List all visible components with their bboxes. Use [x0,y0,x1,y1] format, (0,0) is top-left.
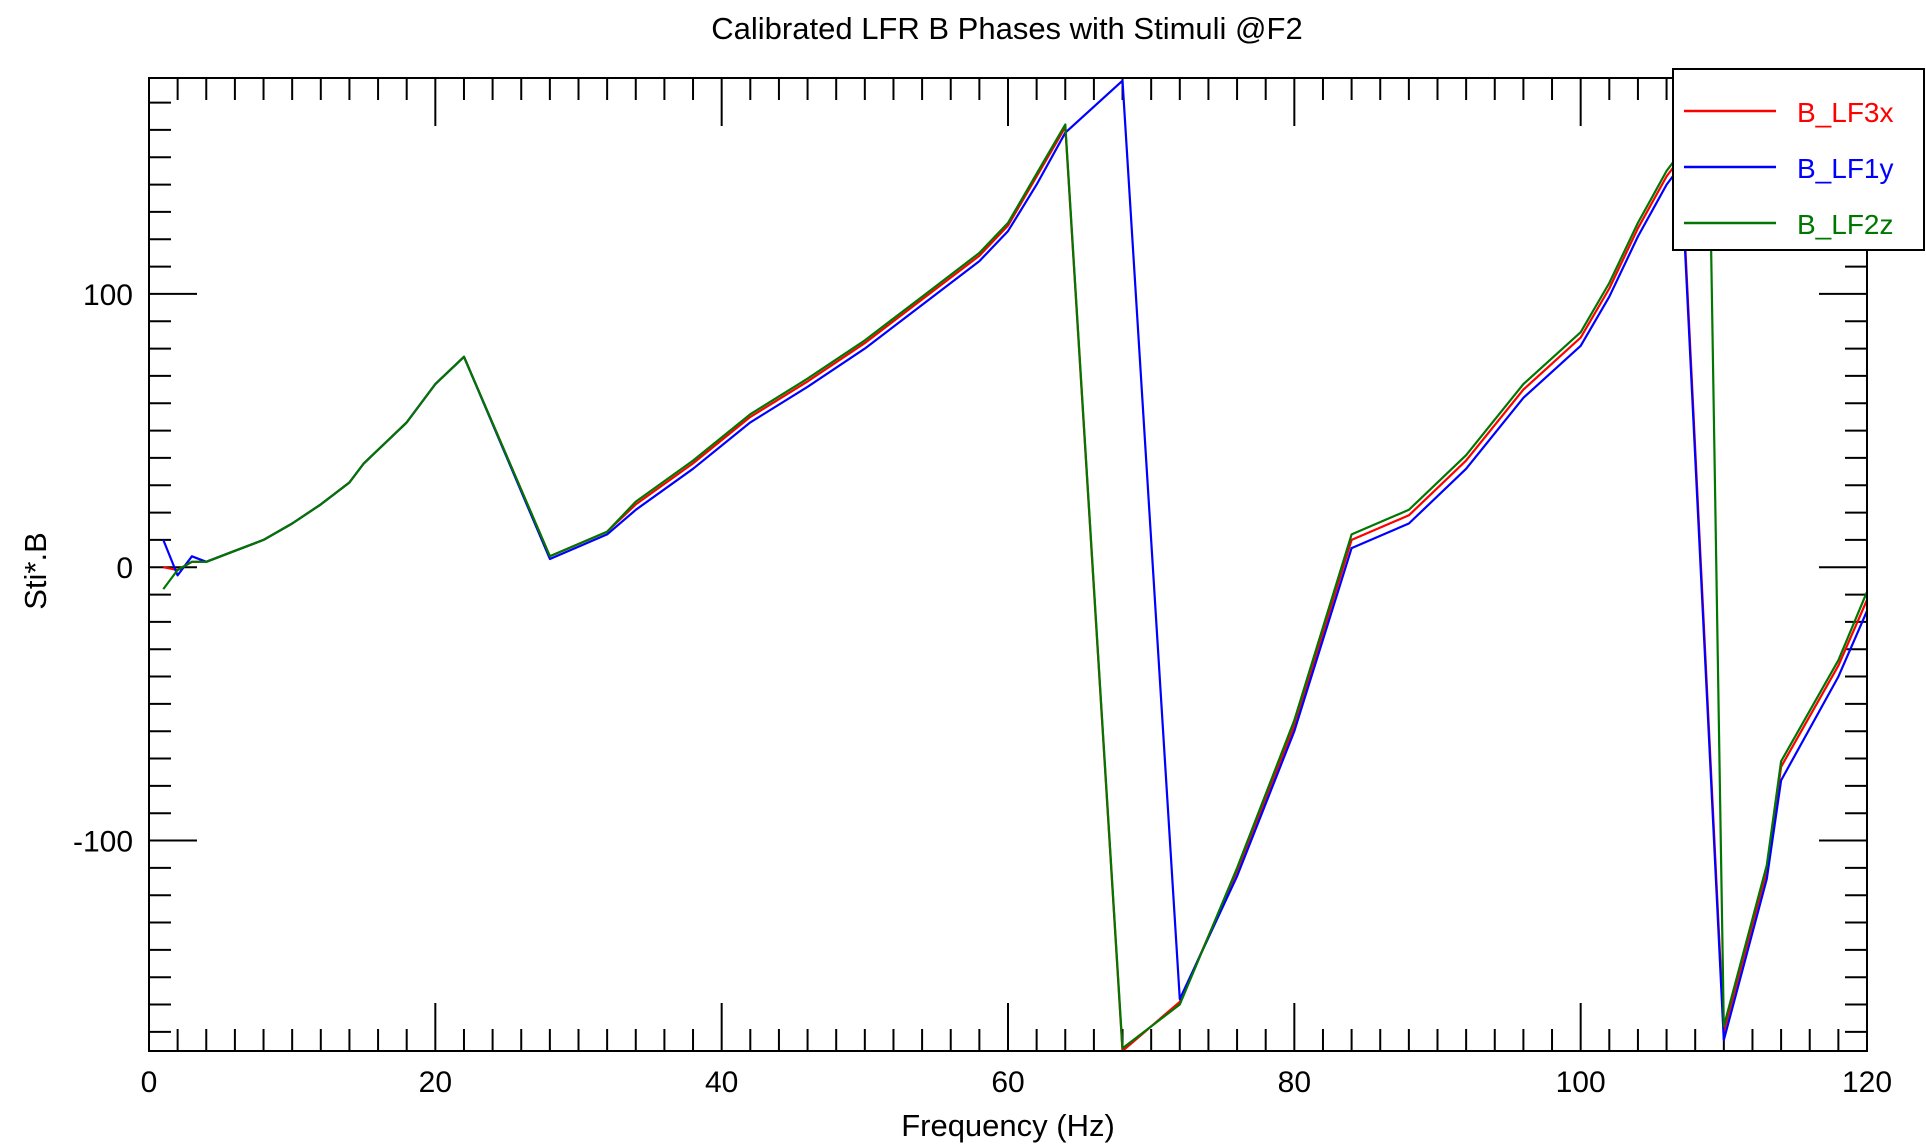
y-tick-label: 0 [116,552,133,585]
series-line-b-lf3x [163,126,1867,1051]
x-tick-label: 120 [1842,1066,1892,1099]
x-tick-label: 20 [419,1066,452,1099]
legend-label-b-lf2z: B_LF2z [1797,209,1894,240]
legend-label-b-lf1y: B_LF1y [1797,153,1894,184]
legend-label-b-lf3x: B_LF3x [1797,97,1894,128]
y-axis-label: Sti*.B [18,532,53,610]
x-tick-label: 0 [141,1066,158,1099]
tick-labels: 0 20 40 60 80 100 120 100 0 -100 [73,279,1892,1099]
series-line-b-lf2z [162,123,1867,1050]
chart-title: Calibrated LFR B Phases with Stimuli @F2 [711,11,1302,46]
y-tick-label: -100 [73,826,133,859]
legend-box [1672,68,1925,251]
series-lines [162,79,1867,1051]
y-tick-label: 100 [83,279,133,312]
x-tick-label: 80 [1278,1066,1311,1099]
plot-area-frame [148,77,1868,1052]
x-tick-label: 40 [705,1066,738,1099]
x-tick-label: 60 [991,1066,1024,1099]
x-tick-label: 100 [1556,1066,1606,1099]
x-axis-label: Frequency (Hz) [901,1108,1115,1143]
legend: B_LF3x B_LF1y B_LF2z [1672,68,1925,251]
series-line-b-lf1y [162,79,1867,1042]
